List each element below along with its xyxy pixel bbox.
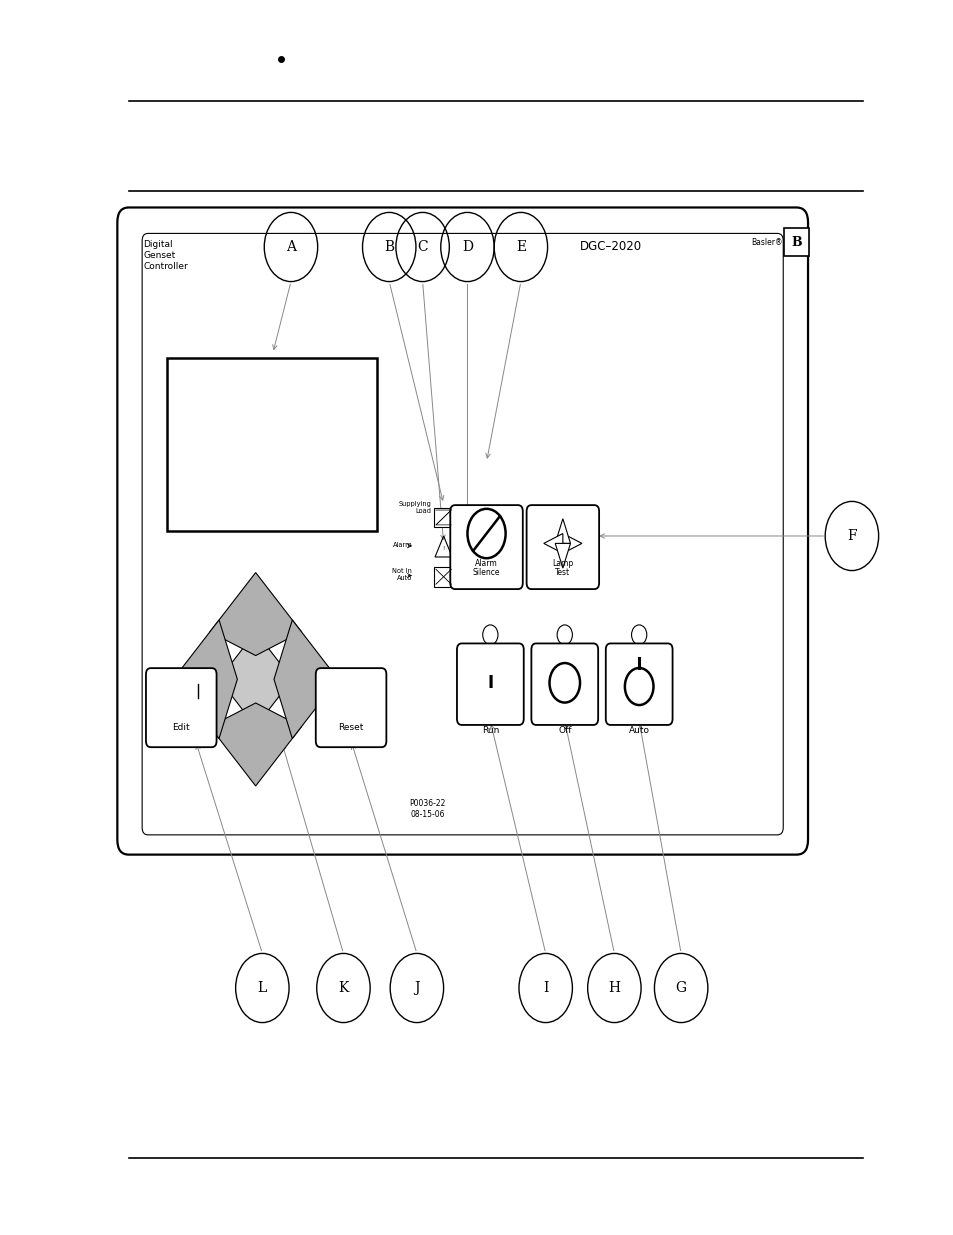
Text: F: F xyxy=(846,529,856,543)
FancyBboxPatch shape xyxy=(146,668,216,747)
FancyBboxPatch shape xyxy=(434,508,453,527)
Text: K: K xyxy=(338,981,348,995)
Polygon shape xyxy=(555,519,570,543)
Text: I: I xyxy=(487,674,493,692)
Text: P0036-22
08-15-06: P0036-22 08-15-06 xyxy=(409,799,445,819)
FancyBboxPatch shape xyxy=(456,643,523,725)
FancyBboxPatch shape xyxy=(605,643,672,725)
Text: Alarm
Silence: Alarm Silence xyxy=(473,558,499,578)
Polygon shape xyxy=(219,632,292,726)
Polygon shape xyxy=(274,620,337,739)
FancyBboxPatch shape xyxy=(142,233,782,835)
Text: Auto: Auto xyxy=(628,726,649,735)
Text: Digital
Genset
Controller: Digital Genset Controller xyxy=(143,240,188,270)
Text: DGC–2020: DGC–2020 xyxy=(578,240,641,253)
FancyBboxPatch shape xyxy=(783,228,808,256)
Text: E: E xyxy=(516,240,525,254)
FancyBboxPatch shape xyxy=(167,358,376,531)
Text: !: ! xyxy=(442,546,444,551)
Text: Reset: Reset xyxy=(338,724,363,732)
FancyBboxPatch shape xyxy=(315,668,386,747)
Text: G: G xyxy=(675,981,686,995)
Text: H: H xyxy=(608,981,619,995)
Text: Supplying
Load: Supplying Load xyxy=(398,501,431,514)
Text: Alarm: Alarm xyxy=(392,542,412,547)
Text: B: B xyxy=(790,236,801,248)
Polygon shape xyxy=(210,703,301,785)
Text: I: I xyxy=(542,981,548,995)
Polygon shape xyxy=(562,534,581,553)
FancyBboxPatch shape xyxy=(117,207,807,855)
Text: J: J xyxy=(414,981,419,995)
Text: Basler®: Basler® xyxy=(750,238,781,247)
Text: Off: Off xyxy=(558,726,571,735)
Polygon shape xyxy=(173,620,237,739)
Text: L: L xyxy=(257,981,267,995)
Polygon shape xyxy=(543,534,562,553)
Text: Lamp
Test: Lamp Test xyxy=(552,558,573,578)
Text: Edit: Edit xyxy=(172,724,190,732)
Polygon shape xyxy=(555,543,570,568)
FancyBboxPatch shape xyxy=(526,505,598,589)
Text: Not In
Auto: Not In Auto xyxy=(392,568,412,580)
FancyBboxPatch shape xyxy=(531,643,598,725)
Text: A: A xyxy=(286,240,295,254)
Text: D: D xyxy=(461,240,473,254)
FancyBboxPatch shape xyxy=(450,505,522,589)
FancyBboxPatch shape xyxy=(434,567,453,587)
Text: B: B xyxy=(384,240,394,254)
Text: C: C xyxy=(416,240,428,254)
Text: Run: Run xyxy=(481,726,498,735)
Polygon shape xyxy=(210,573,301,656)
